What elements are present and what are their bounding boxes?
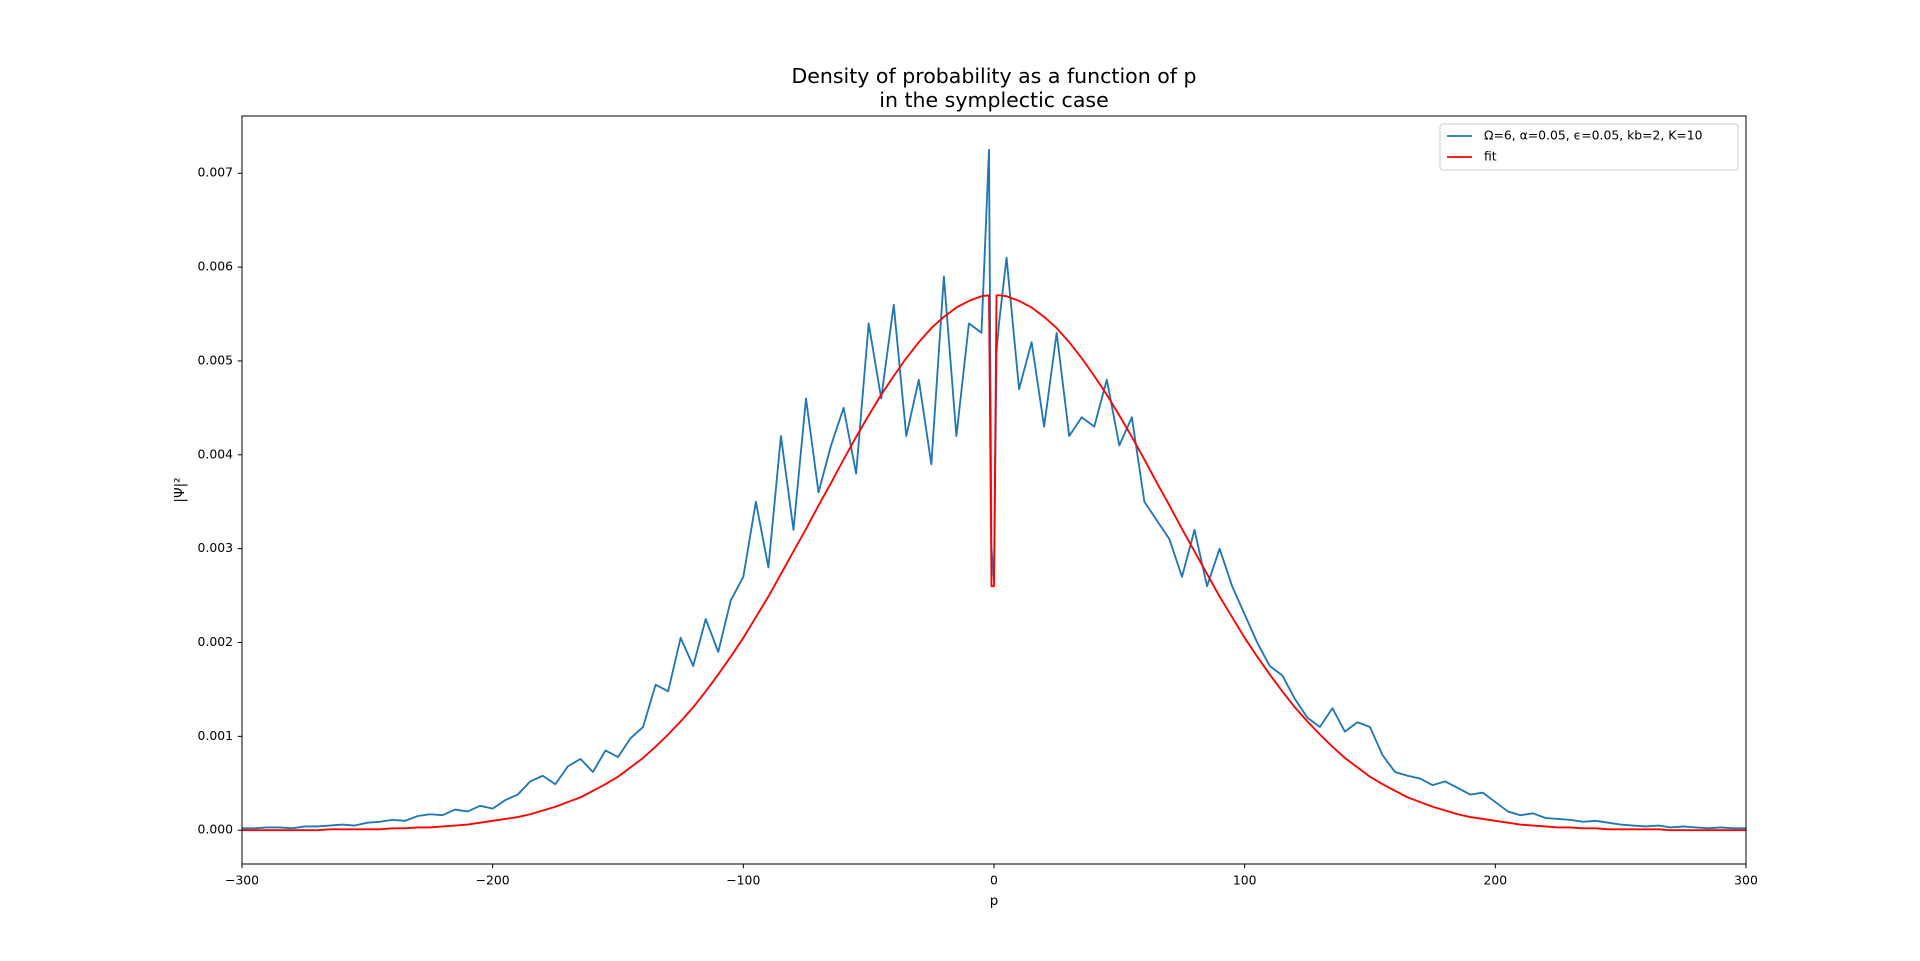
x-tick-label: −300 — [225, 873, 259, 888]
y-tick-label: 0.000 — [198, 822, 234, 837]
x-tick-label: 200 — [1484, 873, 1508, 888]
legend-box — [1439, 123, 1739, 171]
x-axis-label: p — [990, 893, 999, 909]
chart-title: Density of probability as a function of … — [791, 64, 1196, 88]
y-tick-label: 0.007 — [198, 165, 233, 180]
y-tick-label: 0.003 — [198, 540, 233, 555]
x-tick-label: 300 — [1734, 873, 1758, 888]
y-tick-label: 0.006 — [198, 259, 234, 274]
y-tick-label: 0.002 — [198, 634, 233, 649]
y-axis-label: |Ψ|² — [172, 477, 188, 502]
legend-label: Ω=6, α=0.05, ϵ=0.05, kb=2, K=10 — [1484, 128, 1703, 143]
chart-title: in the symplectic case — [879, 88, 1108, 112]
x-tick-label: 100 — [1233, 873, 1257, 888]
x-tick-label: 0 — [990, 873, 998, 888]
x-tick-label: −200 — [476, 873, 510, 888]
data-line — [242, 294, 1746, 832]
legend-label: fit — [1484, 149, 1497, 164]
x-tick-label: −100 — [726, 873, 760, 888]
y-tick-label: 0.005 — [198, 352, 233, 367]
y-tick-label: 0.004 — [198, 446, 234, 461]
y-tick-label: 0.001 — [198, 728, 233, 743]
plot-frame — [241, 115, 1747, 865]
